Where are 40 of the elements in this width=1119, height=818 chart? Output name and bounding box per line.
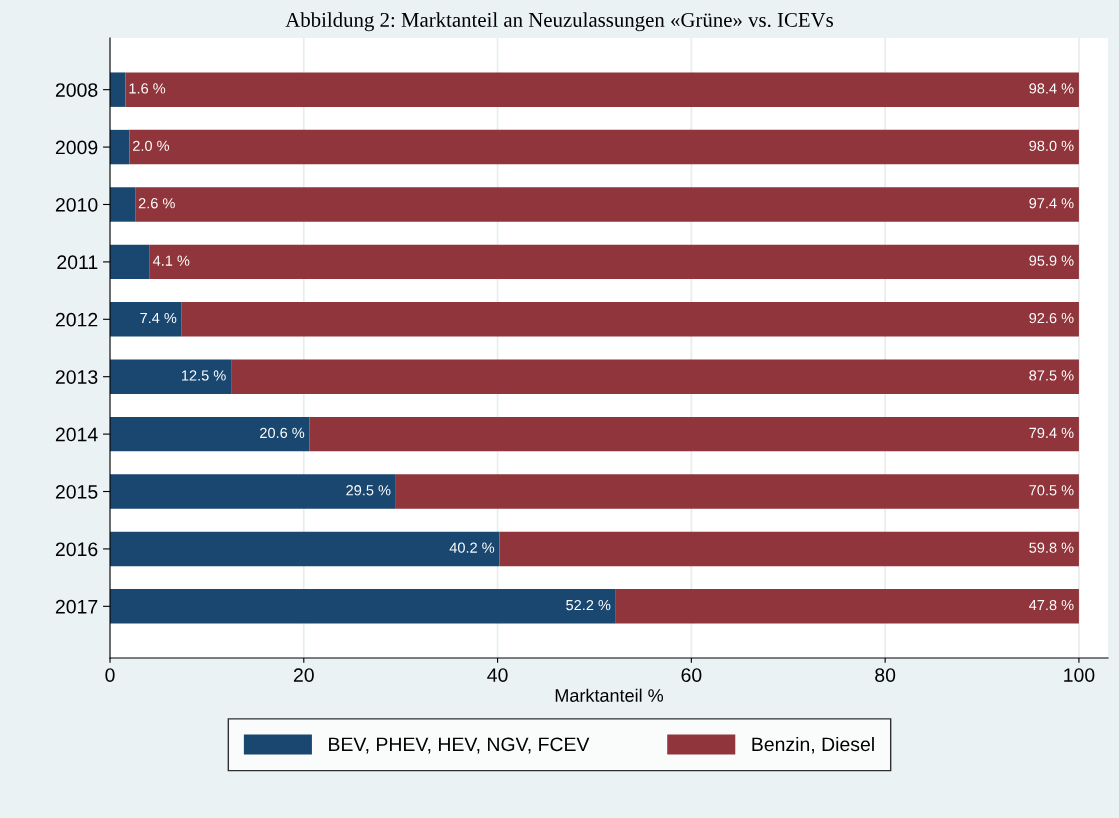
data-label: 95.9 % — [1029, 255, 1074, 266]
data-label: 2.6 % — [138, 198, 175, 209]
y-tick-label: 2013 — [55, 370, 98, 384]
x-tick-label: 80 — [875, 668, 896, 682]
data-label: 70.5 % — [1029, 485, 1074, 496]
data-label: 79.4 % — [1029, 427, 1074, 439]
data-label: 7.4 % — [140, 312, 177, 324]
data-label: 92.6 % — [1029, 312, 1074, 324]
x-tick-label: 60 — [681, 668, 702, 682]
data-label: 29.5 % — [346, 485, 391, 496]
y-tick-label: 2010 — [55, 197, 98, 212]
x-tick-label: 0 — [105, 668, 115, 682]
y-tick-label: 2008 — [55, 83, 98, 97]
legend-label: Benzin, Diesel — [752, 736, 874, 754]
data-label: 2.0 % — [133, 140, 170, 151]
x-tick-label: 20 — [293, 668, 314, 682]
y-tick-label: 2012 — [55, 312, 98, 327]
chart-title: Abbildung 2: Marktanteil an Neuzulassungen «Grüne» vs. ICEVs — [285, 12, 833, 32]
y-tick-label: 2016 — [55, 542, 98, 557]
data-label: 97.4 % — [1029, 198, 1074, 209]
data-label: 98.0 % — [1029, 140, 1074, 151]
data-label: 12.5 % — [181, 370, 226, 381]
data-label: 98.4 % — [1029, 83, 1074, 94]
data-label: 47.8 % — [1029, 599, 1074, 611]
data-label: 1.6 % — [129, 83, 166, 94]
data-label: 87.5 % — [1029, 370, 1074, 381]
data-label: 4.1 % — [152, 255, 190, 266]
x-tick-label: 100 — [1064, 668, 1095, 682]
y-tick-label: 2015 — [55, 484, 98, 499]
y-tick-label: 2017 — [55, 599, 98, 614]
data-label: 59.8 % — [1029, 542, 1074, 553]
y-tick-label: 2009 — [55, 140, 98, 155]
x-axis-title: Marktanteil % — [555, 688, 664, 702]
y-tick-label: 2011 — [57, 255, 98, 270]
data-label: 52.2 % — [566, 599, 611, 611]
data-label: 40.2 % — [449, 542, 495, 553]
legend-label: BEV, PHEV, HEV, NGV, FCEV — [329, 737, 590, 754]
data-label: 20.6 % — [260, 427, 305, 439]
y-tick-label: 2014 — [55, 427, 98, 442]
x-tick-label: 40 — [487, 668, 508, 682]
